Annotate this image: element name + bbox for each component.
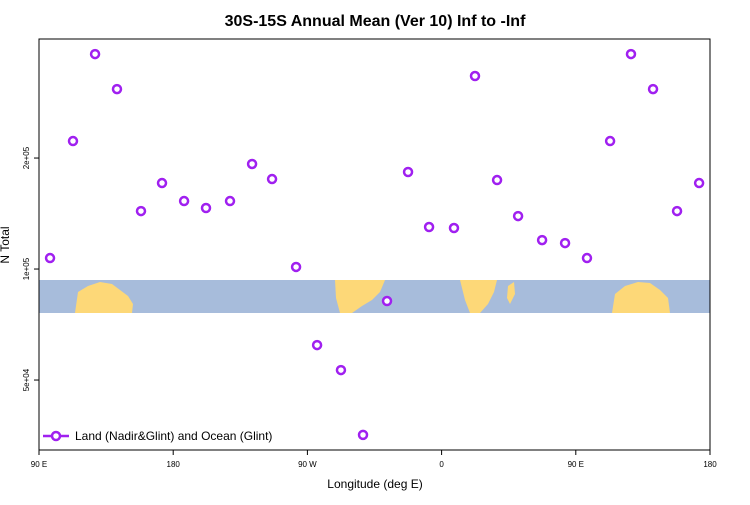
point: [448, 222, 460, 234]
point: [89, 48, 101, 60]
point: [111, 83, 123, 95]
point: [200, 202, 212, 214]
point: [311, 339, 323, 351]
point: [671, 205, 683, 217]
point: [536, 234, 548, 246]
point: [67, 135, 79, 147]
chart-title: 30S-15S Annual Mean (Ver 10) Inf to -Inf: [225, 13, 526, 30]
point: [559, 237, 571, 249]
point: [491, 174, 503, 186]
plot-frame: [38, 38, 711, 451]
point: [625, 48, 637, 60]
x-tick-label: 180: [703, 460, 717, 469]
legend-label: Land (Nadir&Glint) and Ocean (Glint): [75, 429, 272, 443]
point: [135, 205, 147, 217]
point: [224, 195, 236, 207]
point: [469, 70, 481, 82]
x-tick-label: 180: [167, 460, 181, 469]
point: [693, 177, 705, 189]
map-strip: [39, 280, 710, 313]
x-axis-label: Longitude (deg E): [327, 477, 422, 491]
x-tick-label: 90 E: [31, 460, 47, 469]
point: [266, 173, 278, 185]
point: [246, 158, 258, 170]
x-tick-label: 90 E: [568, 460, 584, 469]
point: [290, 261, 302, 273]
point: [357, 429, 369, 441]
point: [44, 252, 56, 264]
point: [604, 135, 616, 147]
y-tick-label: 5e+04: [22, 368, 31, 391]
point: [178, 195, 190, 207]
point: [381, 295, 393, 307]
point: [402, 166, 414, 178]
point: [156, 177, 168, 189]
point: [647, 83, 659, 95]
x-tick-label: 0: [439, 460, 444, 469]
y-tick-label: 1e+05: [22, 257, 31, 280]
point: [512, 210, 524, 222]
y-tick-label: 2e+05: [22, 146, 31, 169]
point: [581, 252, 593, 264]
legend-swatch-marker: [50, 430, 62, 442]
point: [423, 221, 435, 233]
x-tick-label: 90 W: [298, 460, 317, 469]
point: [335, 364, 347, 376]
y-axis-label: N Total: [0, 226, 12, 263]
